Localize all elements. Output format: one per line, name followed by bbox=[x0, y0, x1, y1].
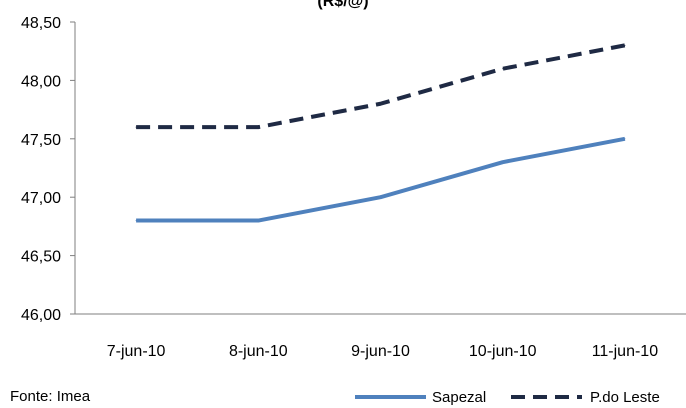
data-point bbox=[624, 44, 626, 46]
x-tick-label: 10-jun-10 bbox=[469, 343, 537, 360]
x-tick-label: 7-jun-10 bbox=[107, 343, 166, 360]
data-point bbox=[257, 126, 259, 128]
y-tick-label: 48,00 bbox=[21, 73, 61, 90]
series-layer bbox=[135, 43, 626, 223]
y-tick-label: 46,50 bbox=[21, 249, 61, 266]
y-tick-label: 48,50 bbox=[21, 15, 61, 32]
y-tick-label: 47,50 bbox=[21, 132, 61, 149]
data-point bbox=[135, 220, 137, 222]
chart-title: (R$/@) bbox=[317, 0, 368, 10]
legend-label-sapezal: Sapezal bbox=[432, 389, 486, 406]
data-point bbox=[380, 196, 381, 198]
y-axis: 46,00 46,50 47,00 47,50 48,00 48,50 bbox=[21, 15, 76, 324]
x-axis: 7-jun-10 8-jun-10 9-jun-10 10-jun-10 11-jun-… bbox=[75, 313, 686, 360]
source-note: Fonte: Imea bbox=[10, 388, 91, 405]
data-point bbox=[502, 161, 504, 163]
legend-label-p-do-leste: P.do Leste bbox=[590, 389, 660, 406]
x-tick-label: 8-jun-10 bbox=[229, 343, 288, 360]
y-tick-label: 46,00 bbox=[21, 307, 61, 324]
data-point bbox=[257, 220, 259, 222]
series-line-p-do-leste bbox=[136, 43, 626, 130]
x-tick-label: 9-jun-10 bbox=[351, 343, 410, 360]
data-point bbox=[135, 126, 137, 128]
series-line-sapezal bbox=[136, 136, 626, 223]
data-point bbox=[502, 68, 504, 70]
x-tick-label: 11-jun-10 bbox=[592, 343, 659, 360]
data-point bbox=[624, 138, 626, 140]
data-point bbox=[380, 103, 381, 105]
legend: Sapezal P.do Leste bbox=[355, 389, 660, 406]
y-tick-label: 47,00 bbox=[21, 190, 61, 207]
